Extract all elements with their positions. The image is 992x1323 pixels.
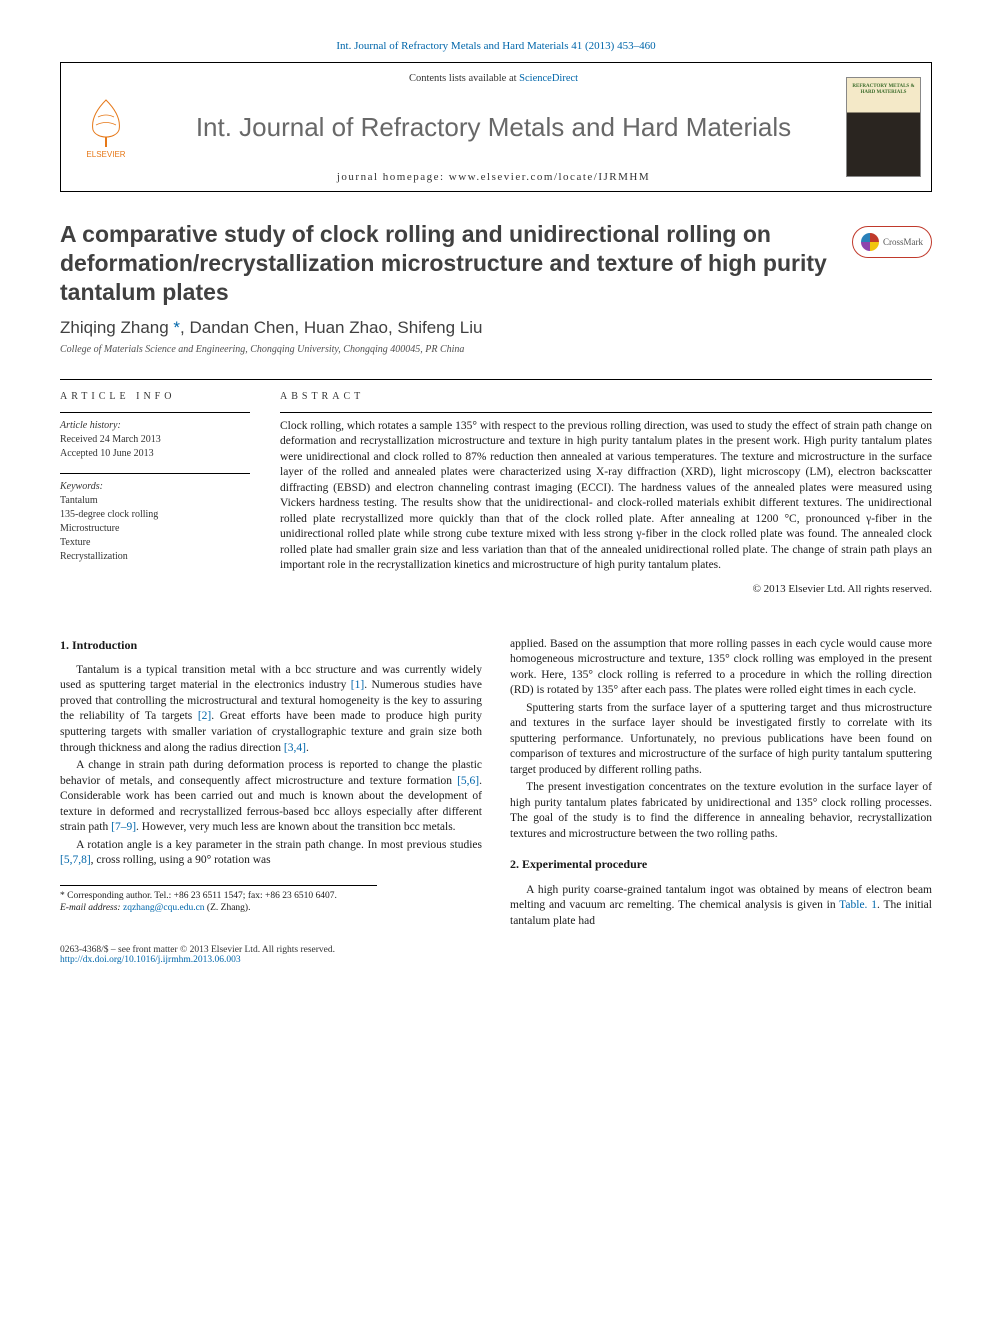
- history-label: Article history:: [60, 419, 250, 433]
- section-1-heading: 1. Introduction: [60, 637, 482, 653]
- ref-link[interactable]: [2]: [198, 710, 211, 722]
- authors-line: Zhiqing Zhang *, Dandan Chen, Huan Zhao,…: [60, 318, 932, 338]
- contents-prefix: Contents lists available at: [409, 73, 519, 84]
- email-label: E-mail address:: [60, 903, 123, 913]
- body-text: .: [306, 742, 309, 754]
- crossmark-icon: [861, 233, 879, 251]
- body-paragraph: The present investigation concentrates o…: [510, 780, 932, 842]
- received-date: Received 24 March 2013: [60, 433, 250, 447]
- abstract-copyright: © 2013 Elsevier Ltd. All rights reserved…: [280, 582, 932, 597]
- body-paragraph: Sputtering starts from the surface layer…: [510, 701, 932, 779]
- corresponding-marker[interactable]: *: [173, 318, 180, 337]
- body-columns: 1. Introduction Tantalum is a typical tr…: [60, 637, 932, 931]
- ref-link[interactable]: [1]: [351, 679, 364, 691]
- elsevier-tree-icon: [81, 95, 131, 150]
- ref-link[interactable]: [5,7,8]: [60, 854, 91, 866]
- publisher-logo-cell: ELSEVIER: [61, 63, 151, 191]
- header-center: Contents lists available at ScienceDirec…: [151, 63, 836, 191]
- keyword: 135-degree clock rolling: [60, 508, 250, 522]
- keyword: Tantalum: [60, 494, 250, 508]
- corresponding-footnote: * Corresponding author. Tel.: +86 23 651…: [60, 885, 377, 916]
- journal-cover-thumb[interactable]: REFRACTORY METALS & HARD MATERIALS: [846, 77, 921, 177]
- keyword: Recrystallization: [60, 550, 250, 564]
- keywords-label: Keywords:: [60, 480, 250, 494]
- article-info-label: article info: [60, 380, 250, 412]
- affiliation: College of Materials Science and Enginee…: [60, 344, 932, 355]
- article-title: A comparative study of clock rolling and…: [60, 220, 832, 306]
- body-paragraph: applied. Based on the assumption that mo…: [510, 637, 932, 699]
- authors-text: Zhiqing Zhang *, Dandan Chen, Huan Zhao,…: [60, 318, 482, 337]
- article-history-block: Article history: Received 24 March 2013 …: [60, 413, 250, 473]
- email-line: E-mail address: zqzhang@cqu.edu.cn (Z. Z…: [60, 902, 377, 915]
- abstract-text: Clock rolling, which rotates a sample 13…: [280, 419, 932, 574]
- keyword: Texture: [60, 536, 250, 550]
- header-right: REFRACTORY METALS & HARD MATERIALS: [836, 63, 931, 191]
- page-root: Int. Journal of Refractory Metals and Ha…: [0, 0, 992, 1005]
- body-text: . However, very much less are known abou…: [136, 821, 456, 833]
- ref-link[interactable]: [7–9]: [111, 821, 136, 833]
- abstract-column: abstract Clock rolling, which rotates a …: [280, 379, 932, 597]
- journal-header-box: ELSEVIER Contents lists available at Sci…: [60, 62, 932, 192]
- top-citation[interactable]: Int. Journal of Refractory Metals and Ha…: [60, 40, 932, 52]
- ref-link[interactable]: [5,6]: [457, 775, 479, 787]
- body-paragraph: Tantalum is a typical transition metal w…: [60, 663, 482, 756]
- keyword: Microstructure: [60, 522, 250, 536]
- email-link[interactable]: zqzhang@cqu.edu.cn: [123, 903, 205, 913]
- contents-line: Contents lists available at ScienceDirec…: [409, 73, 578, 84]
- abstract-label: abstract: [280, 380, 932, 412]
- keywords-block: Keywords: Tantalum 135-degree clock roll…: [60, 474, 250, 576]
- page-footer: 0263-4368/$ – see front matter © 2013 El…: [60, 945, 932, 965]
- homepage-url[interactable]: www.elsevier.com/locate/IJRMHM: [449, 171, 650, 183]
- footer-left: 0263-4368/$ – see front matter © 2013 El…: [60, 945, 335, 965]
- section-2-heading: 2. Experimental procedure: [510, 856, 932, 872]
- body-paragraph: A change in strain path during deformati…: [60, 758, 482, 836]
- thumb-title: REFRACTORY METALS & HARD MATERIALS: [849, 84, 918, 95]
- elsevier-logo[interactable]: ELSEVIER: [71, 87, 141, 167]
- info-abstract-row: article info Article history: Received 2…: [60, 379, 932, 597]
- homepage-line: journal homepage: www.elsevier.com/locat…: [337, 171, 650, 183]
- crossmark-badge[interactable]: CrossMark: [852, 226, 932, 258]
- body-paragraph: A rotation angle is a key parameter in t…: [60, 838, 482, 869]
- body-paragraph: A high purity coarse-grained tantalum in…: [510, 883, 932, 930]
- journal-name: Int. Journal of Refractory Metals and Ha…: [196, 112, 791, 143]
- body-text: , cross rolling, using a 90° rotation wa…: [91, 854, 271, 866]
- article-info-column: article info Article history: Received 2…: [60, 379, 250, 597]
- elsevier-logo-label: ELSEVIER: [86, 150, 125, 159]
- body-text: A change in strain path during deformati…: [60, 759, 482, 787]
- sciencedirect-link[interactable]: ScienceDirect: [519, 73, 578, 84]
- ref-link[interactable]: [3,4]: [284, 742, 306, 754]
- crossmark-label: CrossMark: [883, 237, 923, 247]
- ref-link[interactable]: Table. 1: [839, 899, 877, 911]
- body-text: A rotation angle is a key parameter in t…: [76, 839, 482, 851]
- front-matter-line: 0263-4368/$ – see front matter © 2013 El…: [60, 945, 335, 955]
- keywords-list: Tantalum 135-degree clock rolling Micros…: [60, 494, 250, 564]
- doi-link[interactable]: http://dx.doi.org/10.1016/j.ijrmhm.2013.…: [60, 955, 241, 965]
- email-suffix: (Z. Zhang).: [205, 903, 251, 913]
- corr-author-line: * Corresponding author. Tel.: +86 23 651…: [60, 890, 377, 903]
- citation-link[interactable]: Int. Journal of Refractory Metals and Ha…: [336, 40, 655, 52]
- divider: [280, 412, 932, 413]
- homepage-label: journal homepage:: [337, 171, 449, 183]
- title-row: A comparative study of clock rolling and…: [60, 220, 932, 306]
- accepted-date: Accepted 10 June 2013: [60, 447, 250, 461]
